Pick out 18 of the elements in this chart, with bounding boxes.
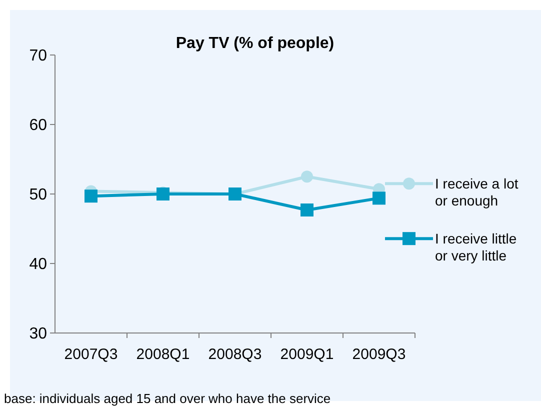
point — [301, 170, 313, 183]
legend-label: I receive little or very little — [435, 230, 517, 264]
chart-title: Pay TV (% of people) — [176, 35, 334, 52]
y-tick-label: 40 — [29, 256, 48, 274]
x-tick-label: 2008Q3 — [208, 346, 262, 363]
y-tick-label: 70 — [29, 48, 48, 65]
y-tick-label: 30 — [29, 326, 48, 343]
legend-label: I receive a lot or enough — [435, 175, 518, 208]
point — [84, 190, 98, 203]
x-tick-label: 2008Q1 — [136, 346, 190, 363]
x-tick-label: 2009Q1 — [280, 346, 334, 363]
y-tick-label: 50 — [29, 186, 48, 204]
x-tick-label: 2007Q3 — [64, 346, 118, 363]
y-tick-label: 60 — [29, 117, 48, 134]
point — [300, 203, 314, 216]
text: base: individuals aged 15 and over who have the service — [4, 391, 331, 406]
x-tick-label: 2009Q3 — [352, 346, 406, 363]
point — [372, 192, 386, 205]
